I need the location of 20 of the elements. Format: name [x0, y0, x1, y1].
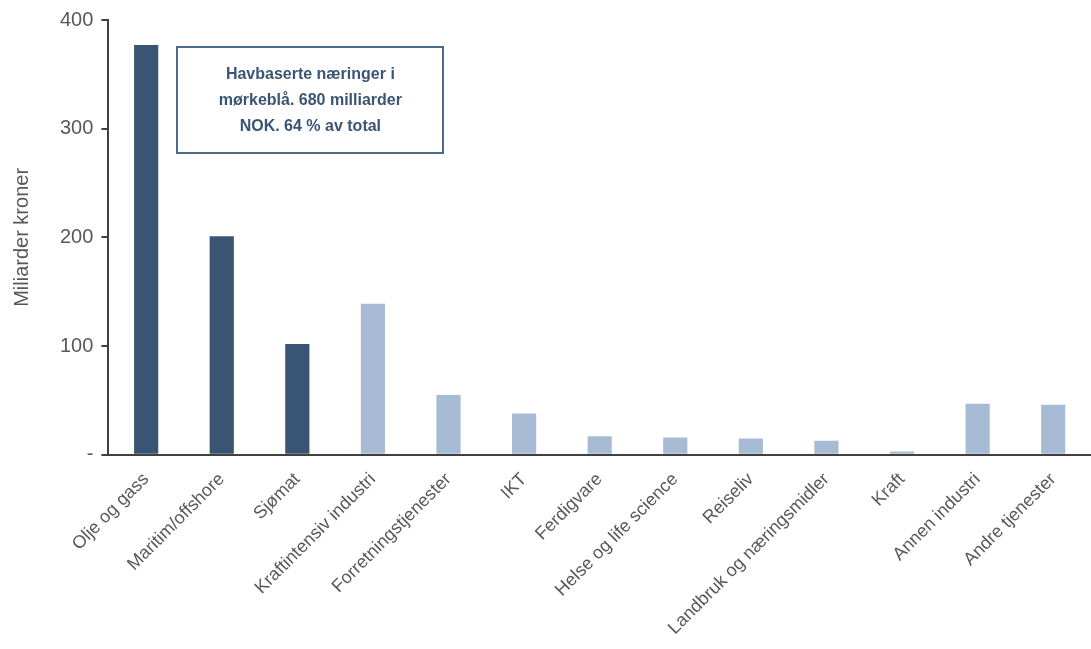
bar	[1041, 404, 1066, 454]
bar	[738, 438, 763, 454]
bar	[360, 303, 386, 454]
bar	[436, 395, 461, 454]
y-tick-label: 100	[59, 333, 94, 356]
y-tick-label: 300	[59, 116, 94, 139]
bar	[965, 403, 990, 454]
y-tick-label: -	[86, 442, 94, 465]
bar	[209, 236, 234, 454]
bar	[663, 437, 688, 454]
x-tick-label: IKT	[496, 468, 531, 503]
annotation: Havbaserte næringer i mørkeblå. 680 milliarder NOK. 64 % av total	[217, 64, 403, 136]
bar	[587, 436, 612, 454]
bar	[285, 343, 310, 454]
bar	[134, 45, 159, 454]
bar	[512, 413, 537, 454]
y-tick-label: 400	[59, 7, 94, 30]
y-tick-label: 200	[59, 224, 94, 247]
bar	[814, 440, 839, 454]
y-axis-title: Miliarder kroner	[9, 167, 32, 307]
